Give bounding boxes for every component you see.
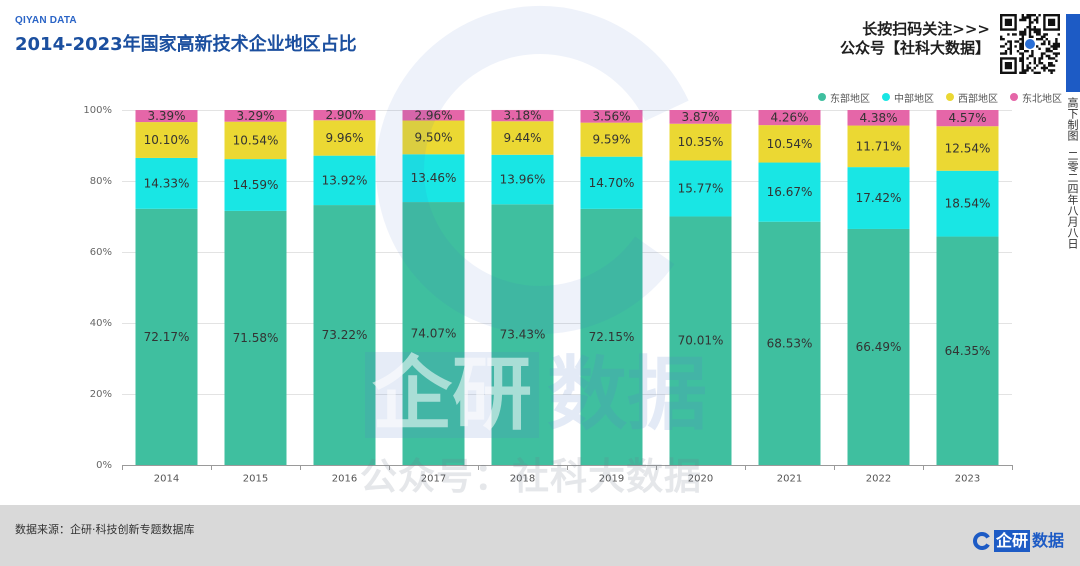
legend-item-northeast: 东北地区 <box>1010 90 1074 105</box>
bar-2015-series-2 <box>224 159 287 211</box>
bar-2023-series-1 <box>936 236 999 465</box>
bar-2017-series-4 <box>402 110 465 121</box>
legend-label-central: 中部地区 <box>894 93 934 105</box>
official-account-name: 公众号【社科大数据】 <box>839 39 990 57</box>
bar-2017-series-1 <box>402 202 465 465</box>
legend-label-northeast: 东北地区 <box>1022 93 1062 105</box>
bar-2021-series-1 <box>758 221 821 465</box>
x-tick-label-2017: 2017 <box>421 474 446 485</box>
x-tick-label-2019: 2019 <box>599 474 624 485</box>
bar-2017-series-3 <box>402 120 465 155</box>
y-tick-label: 40% <box>90 318 112 329</box>
side-accent-strip <box>1066 14 1080 92</box>
bar-2019-series-1 <box>580 208 643 465</box>
y-tick-label: 60% <box>90 247 112 258</box>
x-tick-label-2014: 2014 <box>154 474 179 485</box>
y-tick-label: 0% <box>96 460 112 471</box>
bar-2020-series-3 <box>669 123 732 161</box>
bar-2018-series-4 <box>491 109 554 122</box>
c-logo-arc <box>973 532 990 550</box>
qr-logo-icon <box>1025 39 1035 49</box>
x-tick-label-2015: 2015 <box>243 474 268 485</box>
bar-2020-series-2 <box>669 160 732 217</box>
x-tick-label-2018: 2018 <box>510 474 535 485</box>
bar-2014-series-3 <box>135 122 198 158</box>
bar-2017-series-2 <box>402 154 465 203</box>
bar-2016-series-4 <box>313 110 376 121</box>
bar-2022-series-4 <box>847 110 910 126</box>
chart-title: 2014-2023年国家高新技术企业地区占比 <box>15 34 357 55</box>
y-tick-label: 80% <box>90 176 112 187</box>
bar-2022-series-1 <box>847 228 910 465</box>
bar-2015-series-3 <box>224 121 287 160</box>
legend-label-west: 西部地区 <box>958 93 998 105</box>
brand-label: QIYAN DATA <box>15 15 77 26</box>
bar-2023-series-3 <box>936 126 999 171</box>
y-tick-label: 20% <box>90 389 112 400</box>
bar-2019-series-2 <box>580 156 643 209</box>
bar-2018-series-2 <box>491 154 554 205</box>
x-tick-label-2023: 2023 <box>955 474 980 485</box>
x-tick-label-2020: 2020 <box>688 474 713 485</box>
bar-2015-series-1 <box>224 210 287 465</box>
bar-2022-series-2 <box>847 167 910 229</box>
legend-marker-central <box>882 93 890 101</box>
bar-2014-series-2 <box>135 157 198 209</box>
x-tick-label-2016: 2016 <box>332 474 357 485</box>
bar-2018-series-3 <box>491 121 554 155</box>
stacked-bar-chart: 0% 20% 40% 60% 80% 100% 2014 2015 2016 2017 2018 20… <box>83 105 1013 485</box>
bar-2019-series-3 <box>580 122 643 157</box>
bar-2016-series-2 <box>313 155 376 206</box>
bar-2020-series-1 <box>669 216 732 465</box>
side-author-note: 高下制图 <box>1066 97 1079 141</box>
y-tick-label: 100% <box>83 105 112 116</box>
footer-logo-part2: 数据 <box>1032 531 1065 550</box>
bar-2016-series-1 <box>313 205 376 465</box>
x-tick-label-2022: 2022 <box>866 474 891 485</box>
bar-2021-series-3 <box>758 125 821 163</box>
bar-2018-series-1 <box>491 204 554 466</box>
bar-2016-series-3 <box>313 120 376 156</box>
legend-item-east: 东部地区 <box>818 90 882 105</box>
bar-2023-series-2 <box>936 170 999 237</box>
qr-modules <box>1000 14 1060 74</box>
legend-marker-northeast <box>1010 93 1018 101</box>
axes: 0% 20% 40% 60% 80% 100% 2014 2015 2016 2017 2018 20… <box>83 105 1013 485</box>
bar-2019-series-4 <box>580 110 643 123</box>
footer-logo-part1: 企研 <box>994 530 1031 552</box>
legend-marker-west <box>946 93 954 101</box>
bar-2014-series-1 <box>135 208 198 465</box>
legend-item-west: 西部地区 <box>946 90 1010 105</box>
legend-item-central: 中部地区 <box>882 90 946 105</box>
bar-2015-series-4 <box>224 110 287 122</box>
qr-code-icon <box>1000 14 1060 74</box>
footer-bar: 数据来源：企研·科技创新专题数据库 企研 数据 <box>0 505 1080 566</box>
legend-marker-east <box>818 93 826 101</box>
bar-2022-series-3 <box>847 125 910 168</box>
legend: 东部地区 中部地区 西部地区 东北地区 <box>818 90 1074 105</box>
bar-2021-series-2 <box>758 162 821 222</box>
x-tick-label-2021: 2021 <box>777 474 802 485</box>
follow-prompt: 长按扫码关注>>> <box>862 20 990 38</box>
bar-segments <box>135 109 999 466</box>
bar-2020-series-4 <box>669 110 732 124</box>
legend-label-east: 东部地区 <box>830 93 870 105</box>
bar-2021-series-4 <box>758 110 821 126</box>
bar-2014-series-4 <box>135 110 198 123</box>
data-source-note: 数据来源：企研·科技创新专题数据库 <box>15 523 195 536</box>
bar-2023-series-4 <box>936 110 999 127</box>
c-logo-icon <box>973 532 990 550</box>
footer-logo: 企研 数据 <box>972 529 1064 553</box>
side-date-note: 二零二四年八月八日 <box>1066 150 1079 249</box>
